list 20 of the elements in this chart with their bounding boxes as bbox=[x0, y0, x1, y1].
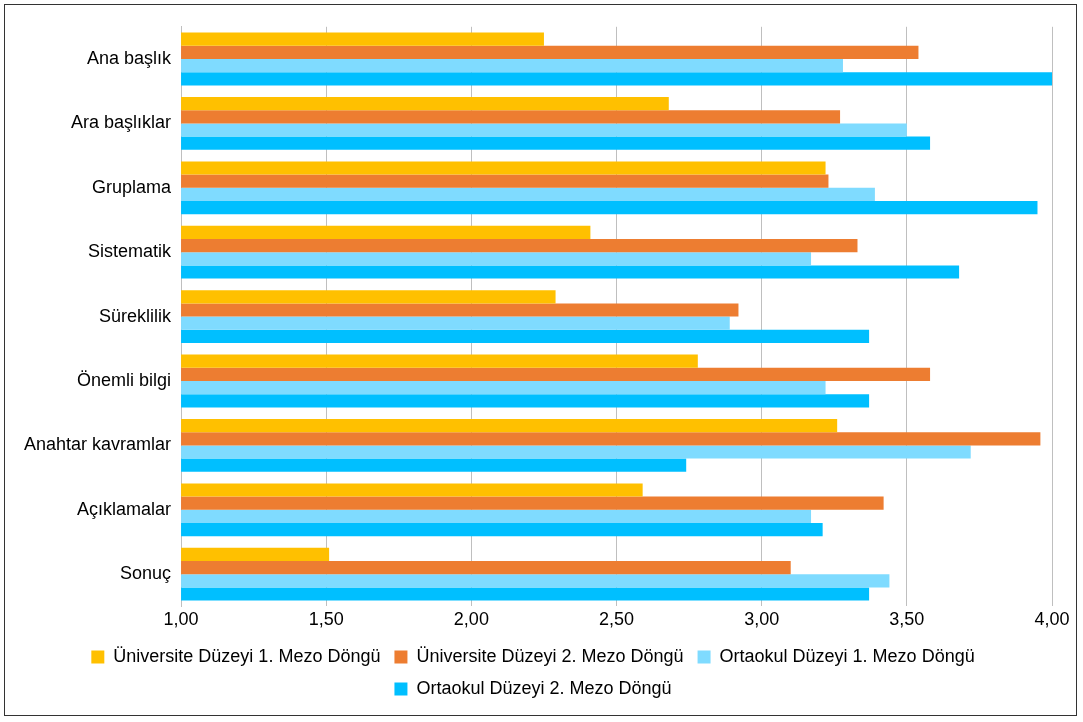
y-tick-label: Süreklilik bbox=[99, 305, 173, 326]
y-tick-label: Sonuç bbox=[120, 563, 172, 584]
y-tick-label: Açıklamalar bbox=[77, 498, 172, 519]
x-tick-label: 2,00 bbox=[453, 609, 489, 630]
legend-label: Üniversite Düzeyi 2. Mezo Döngü bbox=[416, 645, 684, 666]
legend-label: Üniversite Düzeyi 1. Mezo Döngü bbox=[113, 645, 381, 666]
y-tick-label: Ara başlıklar bbox=[71, 112, 172, 133]
y-tick-label: Anahtar kavramlar bbox=[24, 434, 172, 455]
x-tick-label: 3,50 bbox=[889, 609, 925, 630]
legend-label: Ortaokul Düzeyi 2. Mezo Döngü bbox=[416, 677, 672, 698]
x-tick-label: 1,50 bbox=[308, 609, 344, 630]
x-tick-label: 1,00 bbox=[163, 609, 199, 630]
y-tick-label: Önemli bilgi bbox=[77, 369, 172, 390]
y-tick-label: Gruplama bbox=[92, 176, 173, 197]
y-tick-label: Ana başlık bbox=[87, 47, 173, 68]
x-tick-label: 4,00 bbox=[1034, 609, 1070, 630]
legend-label: Ortaokul Düzeyi 1. Mezo Döngü bbox=[719, 645, 975, 666]
y-tick-label: Sistematik bbox=[88, 241, 173, 262]
x-tick-label: 2,50 bbox=[599, 609, 635, 630]
x-tick-label: 3,00 bbox=[744, 609, 780, 630]
